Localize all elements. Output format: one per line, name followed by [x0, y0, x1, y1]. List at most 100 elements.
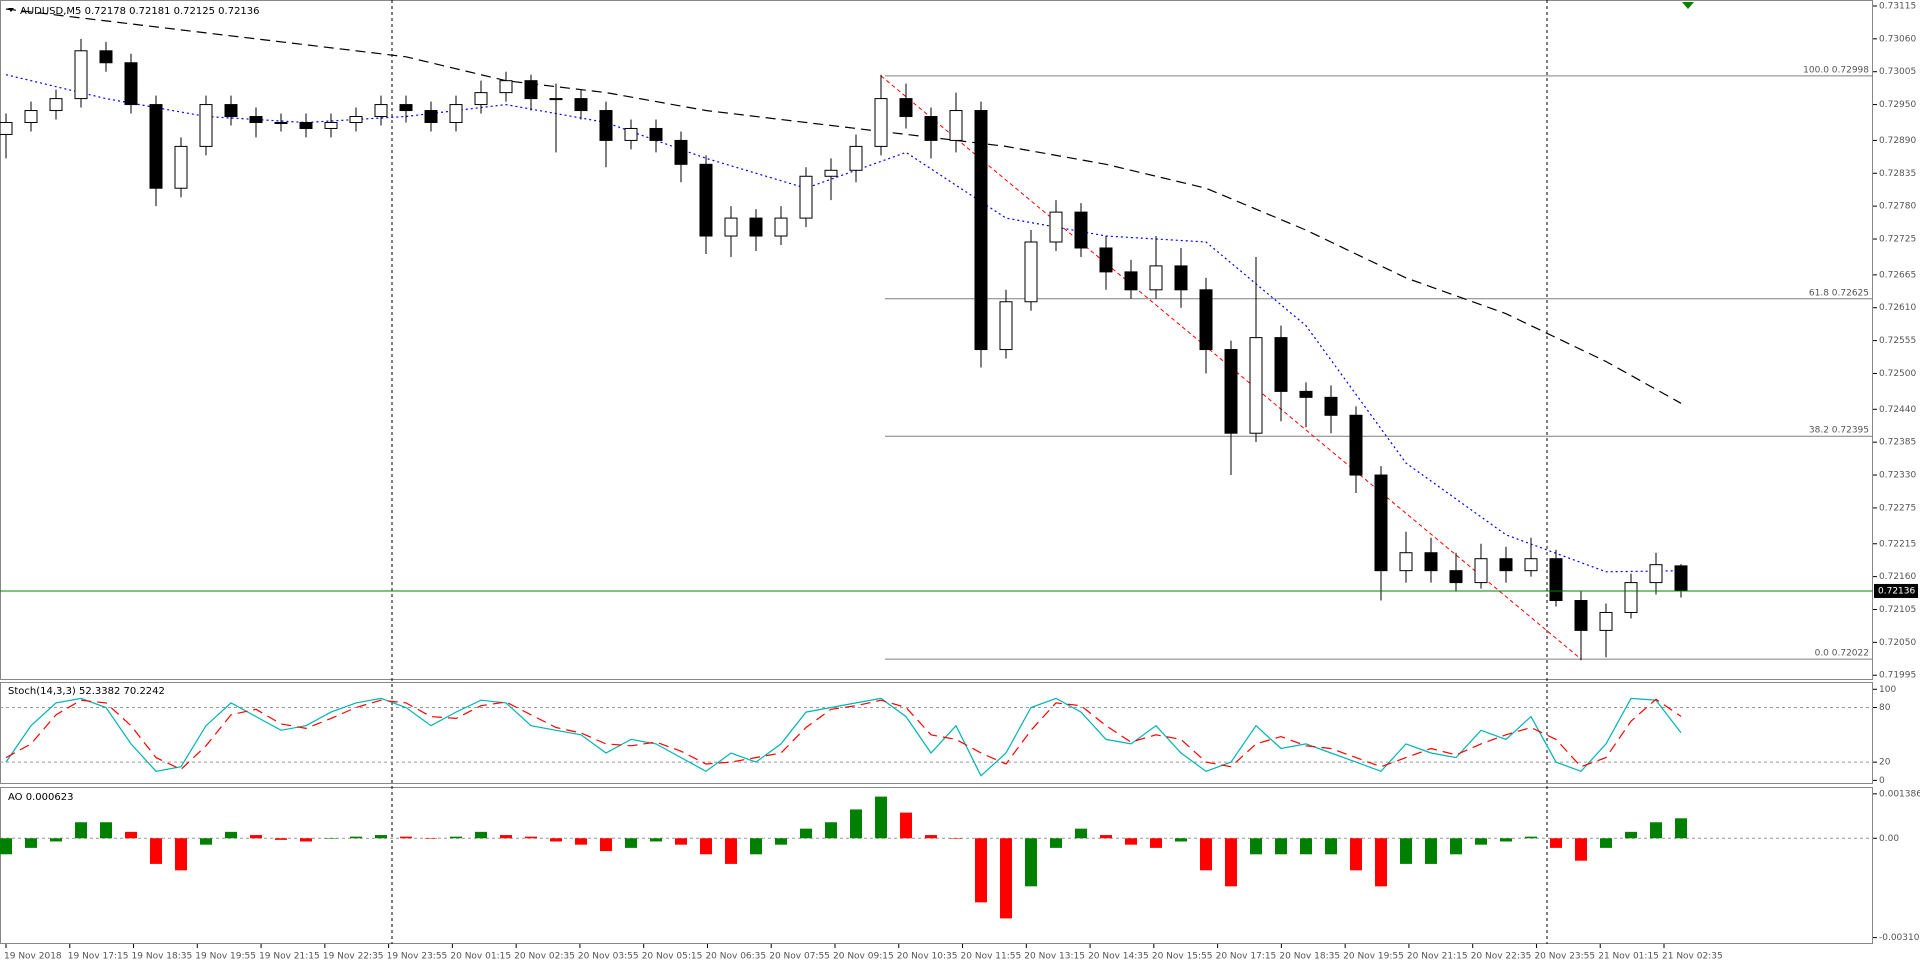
y-tick-label: 0.72835	[1879, 169, 1916, 179]
candle-body	[774, 217, 788, 237]
candle-body	[124, 62, 138, 106]
candle-body	[549, 98, 563, 101]
candle-body	[99, 50, 113, 64]
ao-bar	[1125, 838, 1137, 845]
ao-bar	[475, 831, 487, 839]
candle-body	[199, 104, 213, 147]
ao-bar	[1250, 838, 1262, 855]
candle-body	[1099, 247, 1113, 273]
ao-bar	[1350, 838, 1362, 871]
ao-bar	[900, 812, 912, 839]
candle-body	[224, 104, 238, 118]
candle-body	[749, 217, 763, 237]
stoch-panel-frame	[0, 682, 1873, 784]
candle-body	[0, 121, 13, 135]
candle-body	[1224, 349, 1238, 434]
ao-bar	[925, 835, 937, 839]
ao-bar	[1550, 838, 1562, 848]
candle-body	[1474, 558, 1488, 584]
ao-bar	[375, 835, 387, 839]
candle-body	[874, 98, 888, 147]
candle-body	[1199, 289, 1213, 351]
ao-bar	[450, 836, 462, 839]
fib-label: 61.8 0.72625	[1809, 288, 1869, 298]
x-tick-label: 20 Nov 14:35	[1088, 952, 1149, 962]
ao-bar	[250, 835, 262, 839]
candle-body	[624, 127, 638, 141]
ao-bar	[625, 838, 637, 848]
ao-bar	[200, 838, 212, 845]
y-tick-label: 0.73115	[1879, 1, 1916, 11]
ao-bar	[25, 838, 37, 848]
candle-body	[674, 139, 688, 165]
candle-body	[574, 98, 588, 112]
candle-body	[1499, 558, 1513, 572]
candle-body	[249, 116, 263, 123]
candle-body	[799, 175, 813, 219]
candle-body	[649, 127, 663, 141]
x-tick-label: 20 Nov 18:35	[1279, 952, 1340, 962]
candle-body	[924, 116, 938, 141]
candle-body	[349, 116, 363, 123]
ao-bar	[525, 836, 537, 839]
ao-bar	[950, 838, 962, 839]
x-tick-label: 19 Nov 2018	[4, 952, 62, 962]
y-tick-label: 0	[1879, 776, 1885, 786]
x-tick-label: 20 Nov 10:35	[897, 952, 958, 962]
y-tick-label: 100	[1879, 685, 1896, 695]
x-tick-label: 20 Nov 21:15	[1407, 952, 1468, 962]
ao-bar	[1075, 828, 1087, 839]
candle-body	[1324, 396, 1338, 416]
ao-bar	[1225, 838, 1237, 887]
ao-bar	[875, 796, 887, 839]
ao-bar	[650, 838, 662, 842]
ao-bar	[1175, 838, 1187, 842]
y-tick-label: 0.72780	[1879, 202, 1916, 212]
ao-bar	[1050, 838, 1062, 848]
ao-bar	[975, 838, 987, 903]
candle-body	[999, 301, 1013, 351]
y-tick-label: 0.72160	[1879, 572, 1916, 582]
x-tick-label: 20 Nov 13:15	[1024, 952, 1085, 962]
ao-bar	[850, 809, 862, 839]
ao-bar	[175, 838, 187, 871]
candle-body	[1449, 570, 1463, 584]
ao-bar	[700, 838, 712, 855]
candle-body	[1049, 211, 1063, 243]
y-tick-label: 0.72725	[1879, 235, 1916, 245]
y-tick-label: 0.72555	[1879, 336, 1916, 346]
y-tick-label: -0.003101	[1879, 933, 1920, 943]
ao-bar	[1200, 838, 1212, 871]
candle-body	[899, 98, 913, 118]
ao-bar	[1025, 838, 1037, 887]
y-tick-label: 80	[1879, 703, 1891, 713]
ao-bar	[350, 836, 362, 839]
y-tick-label: 0.72610	[1879, 303, 1916, 313]
ao-bar	[275, 838, 287, 840]
ao-bar	[750, 838, 762, 855]
ao-bar	[1450, 838, 1462, 855]
candle-body	[1124, 271, 1138, 291]
y-tick-label: 0.001386	[1879, 789, 1920, 799]
ao-bar	[500, 835, 512, 839]
candle-body	[499, 80, 513, 94]
ao-bar	[150, 838, 162, 864]
ao-bar	[1500, 838, 1512, 842]
y-tick-label: 0.73005	[1879, 67, 1916, 77]
ao-bar	[775, 838, 787, 845]
x-tick-label: 20 Nov 07:55	[769, 952, 830, 962]
y-tick-label: 0.71995	[1879, 671, 1916, 681]
ao-bar	[125, 831, 137, 839]
ao-bar	[725, 838, 737, 864]
candle-body	[724, 217, 738, 237]
candle-body	[449, 104, 463, 123]
ao-bar	[0, 838, 12, 855]
chart-title: AUDUSD,M5 0.72178 0.72181 0.72125 0.7213…	[20, 6, 260, 17]
ao-bar	[800, 828, 812, 839]
ao-bar	[1325, 838, 1337, 855]
candle-body	[1024, 241, 1038, 303]
y-tick-label: 0.00	[1879, 834, 1899, 844]
y-tick-label: 0.72440	[1879, 405, 1916, 415]
candle-body	[424, 110, 438, 123]
candle-body	[1424, 552, 1438, 572]
